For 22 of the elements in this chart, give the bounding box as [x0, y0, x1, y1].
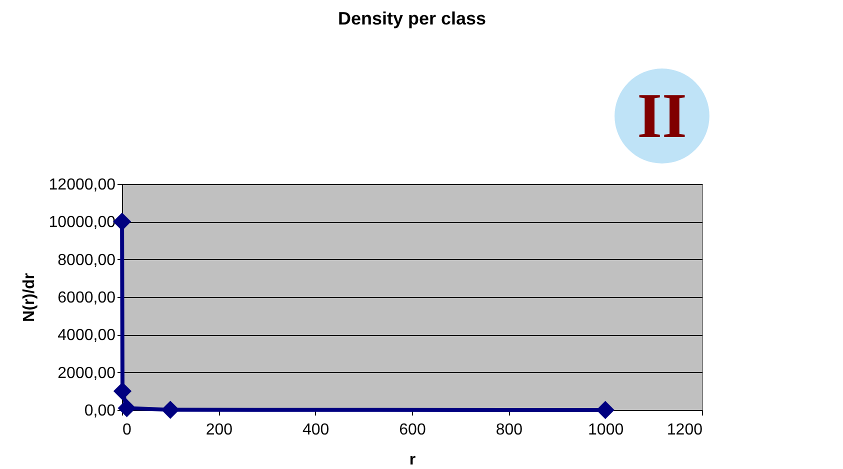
- x-tick-label: 600: [399, 422, 426, 438]
- y-tick-label: 6000,00: [58, 290, 116, 306]
- point: [118, 399, 136, 418]
- y-axis-title: N(r)/dr: [20, 273, 38, 322]
- y-tick-label: 2000,00: [58, 364, 116, 382]
- x-axis-title: r: [409, 452, 416, 468]
- point: [113, 382, 132, 400]
- y-tick-label: 10000,00: [48, 214, 116, 232]
- chart-title: Density per class: [338, 8, 486, 29]
- x-tick-label: 1200: [666, 422, 703, 438]
- x-tick-label: 0: [122, 422, 132, 438]
- point: [161, 400, 180, 419]
- x-tick-label: 200: [206, 422, 233, 438]
- y-tick-label: 12000,00: [48, 176, 116, 194]
- y-tick-label: 4000,00: [58, 327, 116, 344]
- x-tick-label: 800: [496, 422, 523, 438]
- text: II: [637, 80, 687, 151]
- x-tick-label: 1000: [588, 422, 624, 438]
- point: [596, 400, 614, 420]
- y-tick-label: 8000,00: [58, 252, 116, 269]
- x-tick-label: 400: [302, 422, 330, 438]
- y-tick-label: 0,00: [84, 402, 116, 420]
